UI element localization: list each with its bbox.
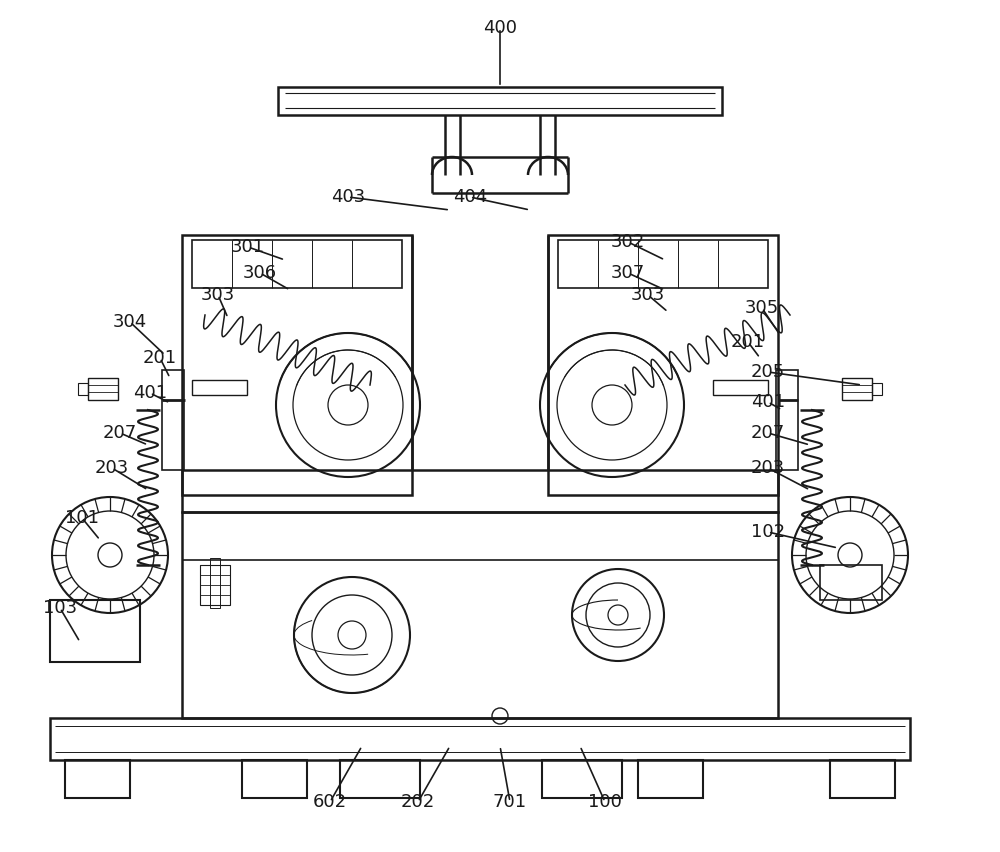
Text: 404: 404 bbox=[453, 188, 487, 206]
Bar bbox=[340, 760, 420, 798]
Bar bbox=[830, 760, 895, 798]
Text: 304: 304 bbox=[113, 313, 147, 331]
Text: 207: 207 bbox=[103, 424, 137, 442]
Bar bbox=[192, 240, 402, 288]
Text: 201: 201 bbox=[731, 333, 765, 351]
Text: 303: 303 bbox=[631, 286, 665, 304]
Bar bbox=[842, 378, 872, 400]
Text: 303: 303 bbox=[201, 286, 235, 304]
Text: 100: 100 bbox=[588, 793, 622, 811]
Text: 602: 602 bbox=[313, 793, 347, 811]
Bar bbox=[820, 565, 882, 600]
Text: 401: 401 bbox=[751, 393, 785, 411]
Text: 207: 207 bbox=[751, 424, 785, 442]
Bar bbox=[776, 370, 798, 470]
Bar bbox=[182, 512, 778, 718]
Text: 403: 403 bbox=[331, 188, 365, 206]
Text: 203: 203 bbox=[751, 459, 785, 477]
Bar bbox=[242, 760, 307, 798]
Text: 102: 102 bbox=[751, 523, 785, 541]
Bar bbox=[88, 378, 118, 400]
Text: 205: 205 bbox=[751, 363, 785, 381]
Bar bbox=[182, 470, 778, 512]
Text: 201: 201 bbox=[143, 349, 177, 367]
Bar bbox=[78, 383, 88, 395]
Bar bbox=[558, 240, 768, 288]
Bar bbox=[182, 235, 412, 495]
Bar bbox=[200, 565, 230, 605]
Bar bbox=[542, 760, 622, 798]
Text: 701: 701 bbox=[493, 793, 527, 811]
Text: 302: 302 bbox=[611, 233, 645, 251]
Bar bbox=[192, 380, 247, 395]
Bar bbox=[50, 600, 140, 662]
Text: 401: 401 bbox=[133, 384, 167, 402]
Text: 305: 305 bbox=[745, 299, 779, 317]
Bar bbox=[278, 87, 722, 115]
Bar bbox=[210, 558, 220, 608]
Bar bbox=[638, 760, 703, 798]
Text: 307: 307 bbox=[611, 264, 645, 282]
Text: 202: 202 bbox=[401, 793, 435, 811]
Bar bbox=[713, 380, 768, 395]
Text: 301: 301 bbox=[231, 238, 265, 256]
Bar bbox=[162, 370, 184, 470]
Text: 400: 400 bbox=[483, 19, 517, 37]
Bar bbox=[872, 383, 882, 395]
Text: 306: 306 bbox=[243, 264, 277, 282]
Text: 203: 203 bbox=[95, 459, 129, 477]
Bar bbox=[548, 235, 778, 495]
Text: 101: 101 bbox=[65, 509, 99, 527]
Text: 103: 103 bbox=[43, 599, 77, 617]
Bar bbox=[65, 760, 130, 798]
Bar bbox=[50, 718, 910, 760]
